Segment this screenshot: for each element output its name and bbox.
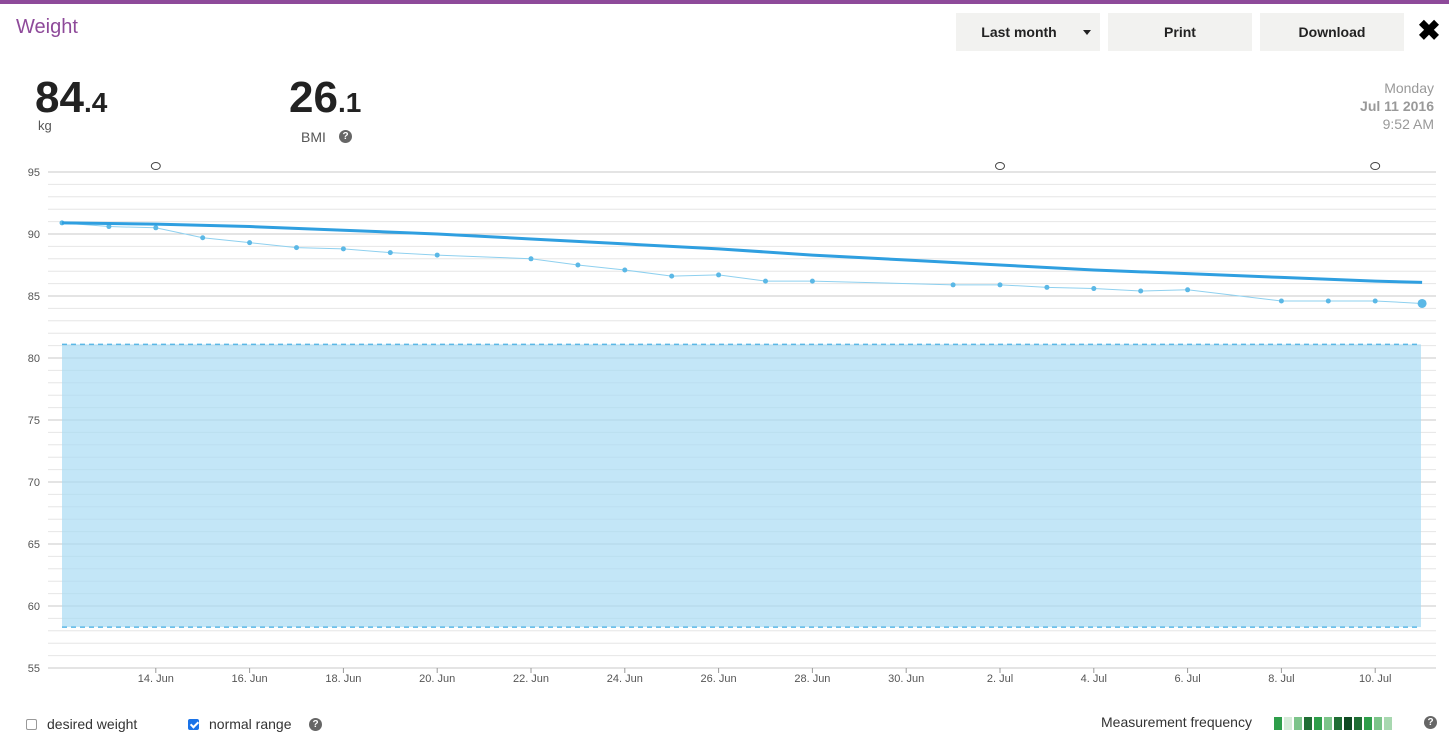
measurement-point — [200, 235, 206, 241]
measurement-point — [575, 262, 581, 268]
measurement-point — [950, 282, 956, 288]
x-tick-label: 24. Jun — [607, 673, 643, 685]
normal-range-checkbox[interactable] — [188, 718, 199, 730]
measurement-point — [340, 246, 346, 252]
frequency-bar — [1344, 717, 1352, 730]
measurement-point — [622, 267, 628, 273]
frequency-bar — [1294, 717, 1302, 730]
y-tick-label: 70 — [28, 477, 40, 489]
x-tick-label: 30. Jun — [888, 673, 924, 685]
frequency-bar — [1354, 717, 1362, 730]
bmi-label: BMI — [301, 129, 326, 145]
frequency-bar — [1364, 717, 1372, 730]
measurement-point — [106, 224, 112, 230]
frequency-help-icon[interactable]: ? — [1424, 716, 1437, 729]
note-bubble-icon — [150, 162, 161, 170]
normal-range-toggle[interactable]: normal range — [188, 716, 292, 732]
measurement-line — [61, 222, 1423, 304]
weight-value: 84.4 — [35, 73, 107, 123]
y-tick-label: 90 — [28, 229, 40, 241]
bmi-value: 26.1 — [289, 73, 361, 123]
frequency-bar — [1374, 717, 1382, 730]
y-tick-label: 75 — [28, 415, 40, 427]
latest-measurement-point — [1417, 298, 1427, 308]
y-tick-label: 85 — [28, 291, 40, 303]
top-accent-bar — [0, 0, 1449, 4]
period-dropdown[interactable]: Last month — [956, 13, 1100, 51]
close-icon[interactable]: ✖ — [1417, 15, 1441, 46]
date-time: 9:52 AM — [1382, 116, 1434, 132]
x-tick-label: 2. Jul — [987, 673, 1013, 685]
desired-weight-checkbox[interactable] — [26, 718, 37, 730]
x-tick-label: 20. Jun — [419, 673, 455, 685]
measurement-point — [528, 256, 534, 262]
desired-weight-toggle[interactable]: desired weight — [26, 716, 137, 732]
trend-line — [61, 221, 1423, 284]
frequency-bar — [1384, 717, 1392, 730]
frequency-bar — [1304, 717, 1312, 730]
bmi-decimal: .1 — [337, 87, 362, 118]
frequency-bar — [1314, 717, 1322, 730]
x-tick-label: 22. Jun — [513, 673, 549, 685]
measurement-point — [1091, 286, 1097, 292]
weight-chart: 95 90 85 80 75 70 65 60 55 14. Jun 16. Jun 18. Jun 2… — [28, 162, 1436, 685]
measurement-point — [716, 272, 722, 278]
measurement-point — [1372, 298, 1378, 304]
date-day: Jul 11 2016 — [1360, 98, 1434, 114]
x-tick-label: 14. Jun — [138, 673, 174, 685]
measurement-point — [1044, 284, 1050, 290]
frequency-bar — [1284, 717, 1292, 730]
x-tick-label: 18. Jun — [325, 673, 361, 685]
measurement-point — [1185, 287, 1191, 293]
measurement-date: Monday Jul 11 2016 9:52 AM — [1360, 79, 1434, 133]
print-button[interactable]: Print — [1108, 13, 1252, 51]
frequency-bar — [1334, 717, 1342, 730]
measurement-point — [387, 250, 393, 256]
measurement-point — [1278, 298, 1284, 304]
y-tick-label: 65 — [28, 539, 40, 551]
y-tick-label: 60 — [28, 601, 40, 613]
measurement-point — [1325, 298, 1331, 304]
measurement-point — [294, 245, 299, 251]
weight-unit: kg — [38, 118, 52, 133]
frequency-bar — [1324, 717, 1332, 730]
y-tick-label: 80 — [28, 353, 40, 365]
y-tick-label: 95 — [28, 167, 40, 179]
desired-weight-label: desired weight — [47, 716, 138, 732]
measurement-point — [763, 278, 768, 284]
x-tick-label: 8. Jul — [1268, 673, 1294, 685]
measurement-frequency-bars — [1274, 717, 1394, 730]
download-button[interactable]: Download — [1260, 13, 1404, 51]
page-title: Weight — [16, 16, 78, 38]
bmi-integer: 26 — [289, 73, 338, 122]
x-tick-label: 10. Jul — [1359, 673, 1391, 685]
x-tick-label: 16. Jun — [232, 673, 268, 685]
normal-range-help-icon[interactable]: ? — [309, 718, 322, 731]
normal-range-label: normal range — [209, 716, 292, 732]
caret-down-icon — [1083, 30, 1091, 35]
normal-range-band — [62, 344, 1421, 628]
weight-decimal: .4 — [83, 87, 108, 118]
frequency-bar — [1274, 717, 1282, 730]
measurement-point — [247, 240, 253, 246]
note-bubble-icon — [1370, 162, 1381, 170]
note-bubble-icon — [995, 162, 1005, 170]
x-tick-label: 4. Jul — [1081, 673, 1107, 685]
y-tick-label: 55 — [28, 663, 40, 675]
weight-integer: 84 — [35, 73, 84, 122]
measurement-frequency-label: Measurement frequency — [1101, 714, 1252, 730]
x-tick-label: 6. Jul — [1174, 673, 1200, 685]
measurement-point — [434, 252, 440, 258]
measurement-point — [1138, 288, 1144, 294]
date-weekday: Monday — [1384, 80, 1434, 96]
measurement-point — [809, 278, 815, 284]
measurement-point — [997, 282, 1003, 288]
x-tick-label: 28. Jun — [794, 673, 830, 685]
measurement-point — [669, 273, 675, 279]
x-tick-label: 26. Jun — [701, 673, 737, 685]
measurement-point — [153, 225, 159, 231]
period-dropdown-label: Last month — [981, 24, 1057, 40]
bmi-help-icon[interactable]: ? — [339, 130, 352, 143]
